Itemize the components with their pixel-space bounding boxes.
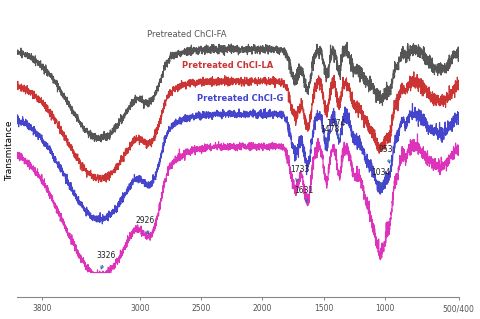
Text: 1034: 1034 [371,168,391,186]
Text: 953: 953 [379,145,393,163]
Text: 1374: 1374 [326,119,345,137]
Text: Pretreated ChCl-LA: Pretreated ChCl-LA [182,61,274,70]
Text: Pretreated ChCl-G: Pretreated ChCl-G [197,94,284,103]
Text: Pretreated ChCl-FA: Pretreated ChCl-FA [147,30,226,39]
Text: 1478: 1478 [321,125,340,143]
Text: 3326: 3326 [96,251,116,269]
Y-axis label: Transmitance: Transmitance [6,121,14,182]
Text: 1733: 1733 [290,165,310,181]
Text: 1631: 1631 [294,186,313,202]
Text: 2926: 2926 [136,216,155,234]
